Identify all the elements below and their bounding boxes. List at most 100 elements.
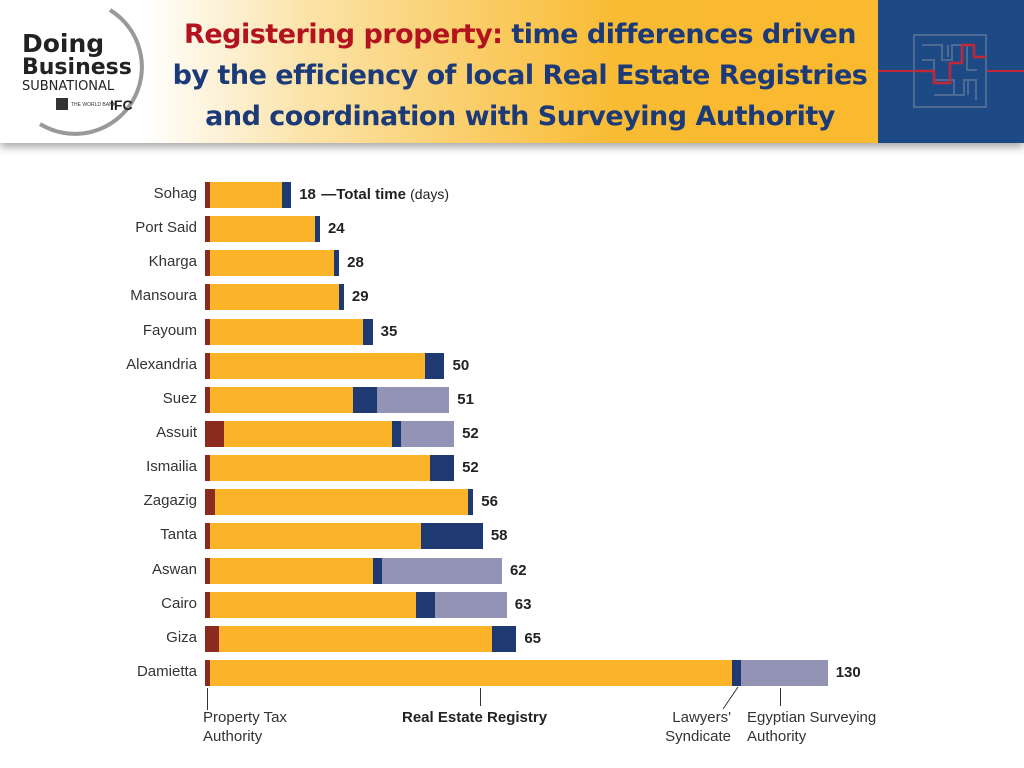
- bar-segment-lawyers: [420, 523, 483, 550]
- category-label: Damietta: [136, 662, 197, 680]
- bar-segment-lawyers: [363, 318, 373, 345]
- category-label: Mansoura: [130, 287, 197, 305]
- bar-segment-lawyers: [425, 352, 445, 379]
- bar-segment-lawyers: [372, 557, 383, 584]
- title-text: time differences driven by the efficienc…: [172, 19, 868, 132]
- bar-segment-lawyers: [415, 591, 435, 618]
- total-time-note: —Total time (days): [321, 186, 450, 203]
- bar-segment-tax: [205, 216, 210, 243]
- category-label: Port Said: [135, 219, 197, 237]
- legend-surveying: Egyptian Surveying Authority: [747, 709, 877, 745]
- title-highlight: Registering property:: [184, 19, 503, 50]
- bar-segment-registry: [209, 182, 282, 208]
- category-label: Kharga: [148, 253, 197, 271]
- bar-segment-tax: [205, 386, 210, 413]
- total-label: 63: [514, 595, 532, 613]
- bar-segment-registry: [209, 659, 732, 686]
- bar-segment-lawyers: [315, 216, 320, 243]
- bar-segment-registry: [209, 284, 340, 311]
- bar-segment-registry: [209, 523, 421, 550]
- category-label: Fayoum: [142, 321, 197, 339]
- total-label: 62: [509, 561, 527, 579]
- legend-tick-lawyers: [722, 686, 739, 710]
- category-label: Sohag: [153, 185, 197, 202]
- total-label: 52: [462, 459, 479, 477]
- category-label: Suez: [162, 389, 197, 407]
- bar-segment-lawyers: [339, 284, 344, 311]
- bar-segment-tax: [205, 625, 220, 652]
- total-label: 130: [835, 663, 861, 681]
- legend-tick-survey: [780, 688, 781, 706]
- legend-tick-registry: [480, 688, 481, 706]
- bar-segment-registry: [209, 455, 431, 482]
- total-label: 58: [490, 527, 508, 545]
- bar-segment-survey: [377, 386, 450, 413]
- slide-header: Doing Business SUBNATIONAL THE WORLD BAN…: [0, 0, 1024, 143]
- bar-segment-registry: [209, 352, 426, 379]
- bar-segment-registry: [209, 216, 316, 243]
- category-label: Alexandria: [126, 355, 197, 373]
- total-label: 51: [457, 390, 474, 408]
- bar-segment-survey: [741, 659, 828, 686]
- bar-segment-tax: [205, 523, 210, 550]
- bar-segment-tax: [205, 489, 215, 516]
- logo-business: Business: [22, 55, 132, 80]
- category-label: Assuit: [156, 423, 197, 441]
- bar-segment-tax: [205, 318, 210, 345]
- bar-segment-survey: [401, 420, 455, 447]
- category-label: Aswan: [151, 560, 197, 578]
- bar-segment-tax: [205, 182, 210, 208]
- bar-segment-lawyers: [353, 386, 378, 413]
- legend-tick-tax: [207, 688, 208, 710]
- total-label: 28: [347, 254, 364, 272]
- bar-segment-tax: [205, 455, 210, 482]
- bar-segment-tax: [205, 659, 210, 686]
- bar-segment-tax: [205, 284, 210, 311]
- bar-segment-lawyers: [334, 250, 340, 277]
- total-label: 52: [462, 424, 479, 442]
- header-icon-panel: [878, 0, 1024, 143]
- total-label: 56: [481, 493, 498, 511]
- bar-segment-lawyers: [731, 659, 742, 686]
- bar-segment-tax: [205, 352, 210, 379]
- page-title: Registering property: time differences d…: [170, 14, 870, 137]
- bar-segment-tax: [205, 250, 210, 277]
- bar-segment-lawyers: [430, 455, 455, 482]
- total-label: 18: [299, 186, 316, 203]
- bar-segment-registry: [224, 420, 392, 447]
- logo-doing: Doing: [22, 29, 104, 58]
- category-label: Ismailia: [146, 458, 197, 476]
- total-label: 65: [524, 629, 542, 647]
- total-label: 50: [452, 356, 470, 374]
- bar-segment-lawyers: [281, 182, 292, 208]
- bar-segment-lawyers: [391, 420, 402, 447]
- bar-segment-tax: [205, 420, 225, 447]
- category-label: Cairo: [161, 594, 197, 612]
- legend-lawyers: Lawyers' Syndicate: [665, 709, 731, 745]
- total-label: 24: [327, 220, 345, 238]
- logo-subnational: SUBNATIONAL: [22, 79, 115, 94]
- bar-segment-registry: [219, 625, 493, 652]
- bar-segment-survey: [382, 557, 502, 584]
- legend-property-tax: Property Tax Authority: [203, 709, 287, 745]
- bar-segment-registry: [209, 318, 364, 345]
- legend-real-estate: Real Estate Registry: [402, 709, 548, 726]
- bar-segment-lawyers: [468, 489, 474, 516]
- bar-segment-registry: [209, 557, 373, 584]
- bar-segment-registry: [209, 250, 335, 277]
- category-label: Zagazig: [143, 492, 197, 510]
- bar-segment-tax: [205, 557, 210, 584]
- category-label: Giza: [166, 628, 197, 646]
- bar-segment-registry: [209, 591, 416, 618]
- category-label: Tanta: [160, 526, 197, 544]
- bar-segment-tax: [205, 591, 210, 618]
- total-label: 29: [351, 288, 369, 306]
- bar-segment-registry: [214, 489, 469, 516]
- doing-business-logo: Doing Business SUBNATIONAL THE WORLD BAN…: [22, 8, 144, 136]
- total-label: 35: [380, 322, 398, 340]
- bar-segment-registry: [209, 386, 354, 413]
- logo-ifc: IFC: [110, 97, 133, 113]
- bar-segment-lawyers: [492, 625, 517, 652]
- bar-segment-survey: [434, 591, 507, 618]
- maze-icon: [878, 34, 1024, 108]
